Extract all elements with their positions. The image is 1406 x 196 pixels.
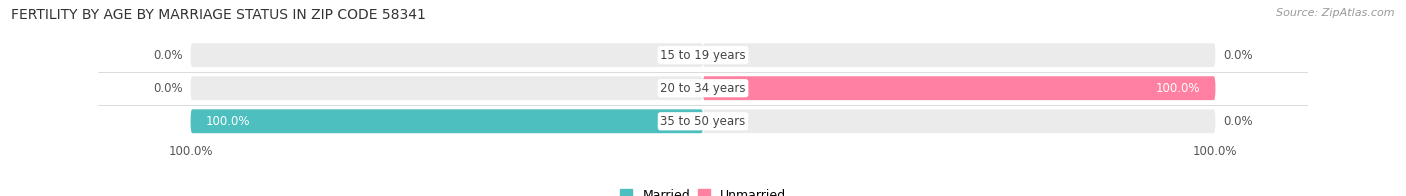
Text: 0.0%: 0.0% <box>1223 115 1253 128</box>
Text: 0.0%: 0.0% <box>153 82 183 95</box>
Text: FERTILITY BY AGE BY MARRIAGE STATUS IN ZIP CODE 58341: FERTILITY BY AGE BY MARRIAGE STATUS IN Z… <box>11 8 426 22</box>
Text: 100.0%: 100.0% <box>1156 82 1199 95</box>
Text: 15 to 19 years: 15 to 19 years <box>661 49 745 62</box>
Text: 35 to 50 years: 35 to 50 years <box>661 115 745 128</box>
Text: 0.0%: 0.0% <box>153 49 183 62</box>
FancyBboxPatch shape <box>703 43 1215 67</box>
FancyBboxPatch shape <box>191 76 703 100</box>
FancyBboxPatch shape <box>191 109 703 133</box>
FancyBboxPatch shape <box>703 109 1215 133</box>
Legend: Married, Unmarried: Married, Unmarried <box>614 184 792 196</box>
Text: 100.0%: 100.0% <box>207 115 250 128</box>
Text: 20 to 34 years: 20 to 34 years <box>661 82 745 95</box>
FancyBboxPatch shape <box>191 109 703 133</box>
FancyBboxPatch shape <box>703 76 1215 100</box>
FancyBboxPatch shape <box>191 43 703 67</box>
FancyBboxPatch shape <box>703 76 1215 100</box>
Text: 0.0%: 0.0% <box>1223 49 1253 62</box>
Text: Source: ZipAtlas.com: Source: ZipAtlas.com <box>1277 8 1395 18</box>
